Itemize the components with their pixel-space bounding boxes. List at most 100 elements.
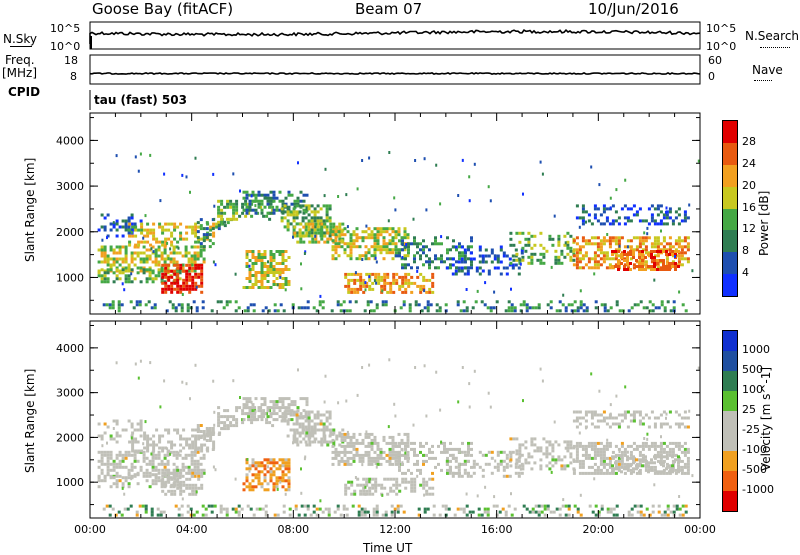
velocity-cell bbox=[130, 462, 134, 466]
power-cell bbox=[416, 284, 420, 288]
velocity-cell bbox=[653, 465, 657, 469]
power-cell bbox=[508, 257, 512, 261]
power-cell bbox=[164, 284, 168, 288]
power-cell bbox=[646, 232, 649, 236]
velocity-cell bbox=[659, 441, 663, 445]
velocity-cell bbox=[154, 456, 158, 460]
power-cell bbox=[621, 309, 625, 313]
power-cell bbox=[557, 237, 561, 241]
velocity-cell bbox=[551, 446, 555, 450]
velocity-cell bbox=[191, 483, 195, 487]
power-cell bbox=[130, 222, 134, 226]
power-cell bbox=[275, 208, 279, 212]
velocity-cell bbox=[164, 483, 168, 487]
power-cell bbox=[226, 217, 230, 221]
velocity-cell bbox=[576, 507, 580, 511]
power-cell bbox=[653, 207, 657, 211]
velocity-cell bbox=[118, 465, 122, 469]
power-cell bbox=[364, 236, 368, 240]
power-cell bbox=[416, 269, 419, 273]
velocity-cell bbox=[251, 461, 255, 465]
power-cell bbox=[683, 257, 687, 261]
velocity-cell bbox=[196, 427, 200, 430]
power-cell bbox=[644, 260, 648, 264]
velocity-cell bbox=[659, 413, 663, 417]
velocity-cell bbox=[375, 486, 378, 490]
power-cell bbox=[507, 306, 511, 310]
power-cell bbox=[605, 266, 609, 270]
power-cell bbox=[109, 222, 113, 226]
velocity-cell bbox=[158, 446, 162, 450]
power-cell bbox=[170, 269, 174, 273]
velocity-cell bbox=[590, 471, 594, 475]
power-cell bbox=[191, 284, 195, 288]
velocity-cell bbox=[346, 441, 350, 445]
velocity-cell bbox=[300, 467, 302, 471]
power-cell bbox=[446, 248, 449, 252]
power-cell bbox=[671, 250, 674, 253]
velocity-cell bbox=[584, 456, 588, 460]
velocity-cell bbox=[388, 447, 392, 451]
power-cell bbox=[599, 248, 603, 252]
velocity-cell bbox=[112, 459, 116, 463]
power-cell bbox=[638, 260, 642, 264]
power-cell bbox=[136, 271, 140, 275]
power-cell bbox=[600, 303, 604, 307]
power-cell bbox=[389, 281, 393, 285]
velocity-cell bbox=[530, 455, 534, 459]
velocity-cell bbox=[106, 425, 110, 429]
velocity-cell bbox=[406, 438, 410, 442]
power-cell bbox=[200, 284, 204, 288]
power-cell bbox=[440, 254, 443, 258]
velocity-cell bbox=[251, 464, 255, 468]
power-cell bbox=[234, 272, 237, 276]
power-cell bbox=[256, 211, 260, 215]
colorbar-swatch bbox=[723, 121, 737, 143]
power-cell bbox=[394, 245, 398, 249]
velocity-cell bbox=[659, 470, 662, 474]
velocity-cell bbox=[635, 458, 638, 462]
velocity-colorbar bbox=[722, 330, 738, 512]
velocity-cell bbox=[298, 434, 302, 438]
velocity-cell bbox=[182, 480, 186, 484]
power-cell bbox=[334, 251, 338, 255]
velocity-cell bbox=[620, 455, 623, 459]
velocity-cell bbox=[267, 465, 269, 469]
velocity-cell bbox=[121, 476, 125, 480]
power-cell bbox=[163, 248, 167, 252]
power-cell bbox=[133, 257, 137, 261]
power-cell bbox=[263, 253, 267, 256]
velocity-cell bbox=[543, 504, 547, 508]
velocity-cell bbox=[124, 465, 128, 469]
power-cell bbox=[136, 251, 140, 255]
power-cell bbox=[346, 242, 350, 246]
velocity-cell bbox=[620, 450, 624, 454]
velocity-cell bbox=[349, 444, 353, 448]
power-cell bbox=[106, 234, 110, 238]
velocity-cell bbox=[593, 468, 597, 472]
velocity-cell bbox=[344, 486, 348, 490]
velocity-cell bbox=[398, 456, 401, 460]
power-cell bbox=[650, 268, 653, 271]
power-cell bbox=[638, 256, 641, 259]
colorbar-swatch bbox=[723, 252, 737, 275]
power-cell bbox=[659, 222, 663, 226]
velocity-cell bbox=[167, 440, 171, 444]
velocity-cell bbox=[196, 430, 200, 433]
power-cell bbox=[554, 255, 558, 259]
power-cell bbox=[234, 300, 238, 304]
velocity-cell bbox=[111, 507, 115, 511]
velocity-cell bbox=[281, 403, 285, 407]
velocity-cell bbox=[200, 486, 204, 490]
power-cell bbox=[293, 234, 297, 238]
power-cell bbox=[382, 242, 386, 246]
power-cell bbox=[638, 245, 642, 249]
power-cell bbox=[674, 248, 678, 252]
velocity-cell bbox=[641, 422, 645, 426]
velocity-cell bbox=[176, 480, 180, 484]
power-cell bbox=[266, 274, 270, 277]
power-cell bbox=[254, 256, 258, 259]
power-cell bbox=[296, 240, 300, 244]
velocity-cell bbox=[578, 471, 582, 475]
power-cell bbox=[338, 234, 342, 238]
